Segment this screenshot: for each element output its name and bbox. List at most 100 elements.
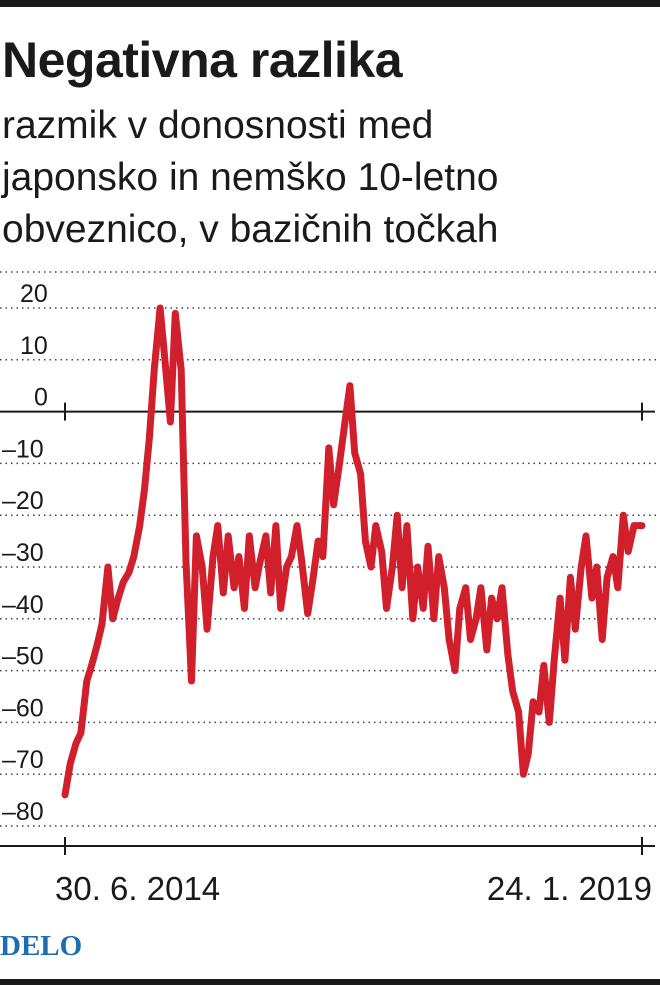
data-point (336, 460, 343, 467)
data-point (477, 584, 484, 591)
data-point (214, 522, 221, 529)
data-point (141, 486, 148, 493)
data-point (62, 791, 68, 798)
data-point (77, 729, 84, 736)
data-point (446, 636, 453, 643)
data-point (515, 709, 522, 715)
chart-subtitle: razmik v donosnosti med japonsko in nemš… (2, 100, 652, 256)
data-point (252, 584, 259, 591)
top-rule (0, 0, 660, 7)
data-point (372, 522, 379, 529)
data-point (572, 626, 579, 633)
data-point (283, 564, 290, 570)
data-point (151, 367, 158, 374)
data-point (467, 636, 474, 643)
data-point (241, 605, 248, 612)
data-point (435, 553, 442, 560)
data-point (430, 615, 437, 622)
data-point (298, 558, 305, 565)
data-point (639, 522, 645, 529)
data-point (204, 626, 211, 633)
data-point (167, 419, 174, 425)
data-point (614, 584, 621, 591)
data-point (403, 522, 410, 529)
subtitle-line-2: japonsko in nemško 10-letno (2, 156, 499, 199)
data-point (378, 548, 385, 555)
data-point (425, 543, 431, 550)
data-point (462, 584, 469, 591)
y-tick-label: –50 (2, 643, 44, 671)
data-point (394, 512, 401, 519)
data-point (561, 657, 568, 664)
data-point (88, 662, 95, 669)
data-point (83, 678, 90, 684)
data-point (588, 595, 595, 602)
data-point (346, 382, 353, 389)
data-point (631, 522, 637, 529)
y-axis-labels: 20 10 0 –10 –20 –30 –40 –50 –60 –70 –80 (2, 280, 48, 826)
y-tick-label: –70 (2, 746, 44, 774)
data-point (509, 688, 516, 695)
data-point (288, 553, 295, 560)
data-point (115, 595, 122, 602)
data-point (193, 532, 200, 539)
data-point (220, 589, 227, 596)
y-tick-label: 10 (20, 332, 48, 360)
data-point (120, 579, 127, 586)
data-point (257, 558, 263, 565)
chart-title: Negativna razlika (2, 32, 403, 88)
footer-rule (0, 979, 660, 985)
delo-logo: DELO (0, 930, 83, 962)
data-point (409, 615, 416, 622)
data-point (73, 740, 80, 747)
data-point (494, 615, 501, 622)
y-tick-label: –10 (2, 435, 44, 463)
y-tick-label: –40 (2, 591, 44, 619)
data-point (473, 615, 480, 622)
data-point (389, 564, 396, 570)
data-point (267, 589, 274, 596)
data-point (551, 657, 558, 664)
data-point (456, 605, 463, 612)
data-point (109, 615, 116, 622)
data-point (546, 719, 553, 726)
data-point (525, 750, 532, 757)
data-point (157, 305, 164, 311)
data-point (146, 434, 153, 441)
data-point (130, 553, 137, 560)
data-point (178, 367, 185, 374)
data-point (452, 667, 458, 674)
data-point (620, 512, 627, 519)
data-point (272, 522, 279, 529)
data-point (99, 621, 105, 627)
data-point (483, 646, 490, 653)
data-point (67, 760, 74, 767)
data-point (578, 564, 585, 570)
data-point (420, 605, 427, 612)
data-point (520, 771, 527, 778)
data-point (246, 532, 253, 539)
data-point (357, 470, 364, 477)
data-point (583, 532, 589, 539)
data-point (399, 584, 406, 591)
data-point (225, 532, 232, 539)
data-point (277, 605, 284, 612)
data-point (540, 662, 547, 669)
data-point (567, 574, 574, 581)
data-point (172, 310, 179, 317)
line-chart: 20 10 0 –10 –20 –30 –40 –50 –60 –70 –80 30. 6. 201… (0, 271, 660, 907)
data-point (610, 553, 616, 560)
data-point (341, 424, 348, 431)
data-point (199, 564, 206, 570)
data-point (488, 595, 495, 602)
subtitle-line-1: razmik v donosnosti med (2, 104, 434, 147)
data-point (530, 698, 537, 705)
data-point (599, 636, 606, 643)
y-tick-label: 0 (34, 384, 48, 412)
data-point (414, 564, 421, 570)
x-label-end: 24. 1. 2019 (487, 870, 652, 907)
data-point (499, 584, 505, 591)
data-point (504, 652, 511, 659)
data-point (315, 538, 322, 545)
data-point (188, 678, 195, 684)
